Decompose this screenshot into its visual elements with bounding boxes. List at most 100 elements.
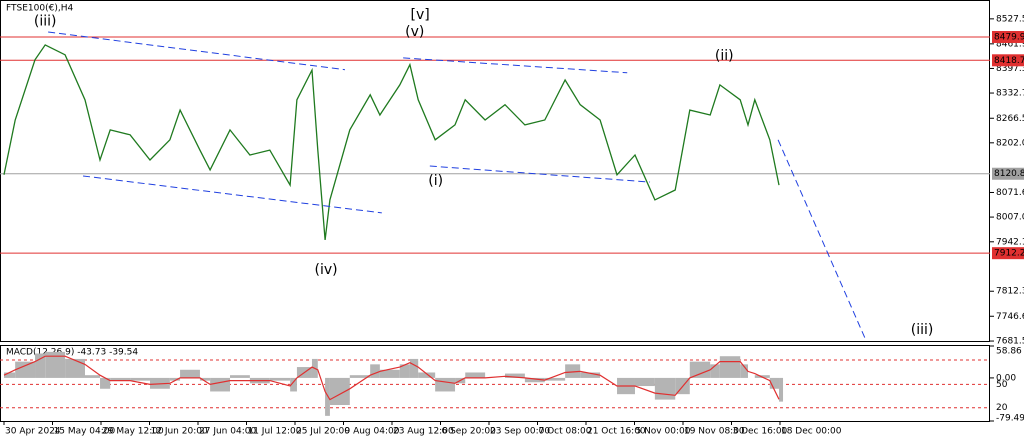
- x-tick-label: 3 Dec 16:00: [732, 427, 787, 437]
- macd-bar: [580, 372, 601, 378]
- price-level-label: 8418.7: [994, 56, 1024, 66]
- macd-bar: [565, 364, 581, 378]
- y-tick-label: 8007.0: [996, 213, 1024, 223]
- y-tick-label: 7746.6: [996, 312, 1024, 322]
- trendline: [82, 175, 382, 214]
- y-tick-label: 7942.1: [996, 237, 1024, 247]
- x-tick-label: 19 Nov 08:00: [684, 427, 745, 437]
- trendline: [777, 139, 867, 341]
- price-level-label: 8120.8: [994, 169, 1024, 179]
- macd-bar: [169, 377, 181, 381]
- y-tick-label: 8527.5: [996, 14, 1024, 24]
- macd-bar: [199, 377, 211, 381]
- macd-bar: [399, 364, 410, 378]
- y-tick-label: 8332.7: [996, 89, 1024, 99]
- x-tick-label: 12 Jun 20:00: [151, 427, 208, 437]
- macd-bar: [779, 377, 784, 402]
- wave-label: (iii): [34, 14, 57, 30]
- wave-label: (v): [405, 24, 424, 40]
- macd-bar: [65, 358, 85, 378]
- macd-bar: [210, 377, 231, 392]
- wave-label: (i): [428, 173, 443, 189]
- x-tick-label: 5 Nov 00:00: [635, 427, 690, 437]
- macd-bar: [110, 377, 131, 381]
- trendline: [48, 31, 346, 71]
- signal-line: [3, 355, 780, 401]
- macd-bar: [465, 372, 486, 378]
- y-tick-label: 8461.9: [996, 39, 1024, 49]
- y-tick-label: 7681.5: [996, 337, 1024, 347]
- price-level-box: [992, 167, 1024, 180]
- x-tick-label: 29 May 12:00: [102, 427, 164, 437]
- macd-bar: [35, 353, 46, 378]
- x-tick-label: 23 Aug 12:00: [393, 427, 454, 437]
- macd-bar: [45, 351, 66, 378]
- macd-level-label: 50: [996, 380, 1008, 390]
- macd-bar: [370, 364, 380, 378]
- macd-y-tick-label: 0.00: [996, 373, 1016, 383]
- macd-bar: [379, 369, 400, 378]
- macd-bar: [230, 375, 250, 378]
- macd-bar: [269, 377, 291, 381]
- macd-bar: [180, 369, 200, 378]
- macd-bar: [15, 361, 36, 378]
- y-tick-label: 8202.0: [996, 138, 1024, 148]
- macd-bar: [634, 377, 655, 387]
- wave-label: (iii): [911, 322, 934, 338]
- macd-bar: [329, 377, 350, 406]
- price-level-box: [992, 30, 1024, 43]
- macd-bar: [435, 377, 456, 392]
- macd-bar: [719, 356, 741, 378]
- trendline: [429, 165, 651, 183]
- macd-bar: [409, 358, 419, 378]
- wave-label: (iv): [314, 262, 337, 278]
- wave-label: [v]: [411, 7, 430, 23]
- x-tick-label: 21 Oct 16:00: [587, 427, 646, 437]
- macd-bar: [100, 377, 111, 389]
- macd-y-tick-label: -79.49: [996, 414, 1024, 424]
- x-tick-label: 25 Jul 20:00: [296, 427, 350, 437]
- macd-bar: [349, 375, 371, 378]
- macd-frame: [0, 345, 990, 422]
- macd-bar: [654, 377, 676, 400]
- price-level-box: [992, 247, 1024, 260]
- macd-bar: [740, 364, 748, 378]
- macd-bar: [4, 372, 16, 378]
- x-tick-label: 11 Jul 12:00: [247, 427, 301, 437]
- x-tick-label: 6 Sep 20:00: [441, 427, 496, 437]
- macd-title: MACD(12,26,9) -43.73 -39.54: [6, 348, 138, 358]
- macd-bar: [710, 364, 720, 378]
- macd-bar: [505, 373, 525, 378]
- y-tick-label: 8071.6: [996, 188, 1024, 198]
- x-tick-label: 30 Apr 2024: [5, 427, 61, 437]
- macd-bar: [769, 377, 780, 389]
- x-tick-label: 15 May 04:00: [54, 427, 116, 437]
- macd-bar: [418, 372, 436, 378]
- y-tick-label: 8397.3: [996, 64, 1024, 74]
- macd-bar: [325, 377, 330, 416]
- price-line: [3, 44, 780, 240]
- x-tick-label: 18 Dec 00:00: [781, 427, 842, 437]
- macd-bar: [544, 377, 566, 381]
- x-tick-label: 23 Sep 00:00: [490, 427, 550, 437]
- trendline: [403, 57, 628, 74]
- price-frame: [0, 0, 990, 342]
- y-tick-label: 7812.3: [996, 287, 1024, 297]
- price-level-label: 8479.9: [994, 32, 1024, 42]
- wave-label: (ii): [715, 48, 734, 64]
- chart-title: FTSE100(€),H4: [6, 4, 73, 14]
- macd-bar: [290, 377, 297, 392]
- macd-bar: [524, 377, 545, 383]
- price-level-box: [992, 54, 1024, 67]
- y-tick-label: 8266.5: [996, 114, 1024, 124]
- macd-bar: [689, 361, 711, 378]
- macd-bar: [130, 377, 150, 381]
- x-tick-label: 7 Oct 08:00: [538, 427, 591, 437]
- macd-y-tick-label: 58.86: [996, 347, 1022, 357]
- x-tick-label: 9 Aug 04:00: [344, 427, 399, 437]
- x-tick-label: 27 Jun 04:00: [199, 427, 256, 437]
- price-level-label: 7912.2: [994, 249, 1024, 259]
- macd-level-label: 20: [996, 403, 1008, 413]
